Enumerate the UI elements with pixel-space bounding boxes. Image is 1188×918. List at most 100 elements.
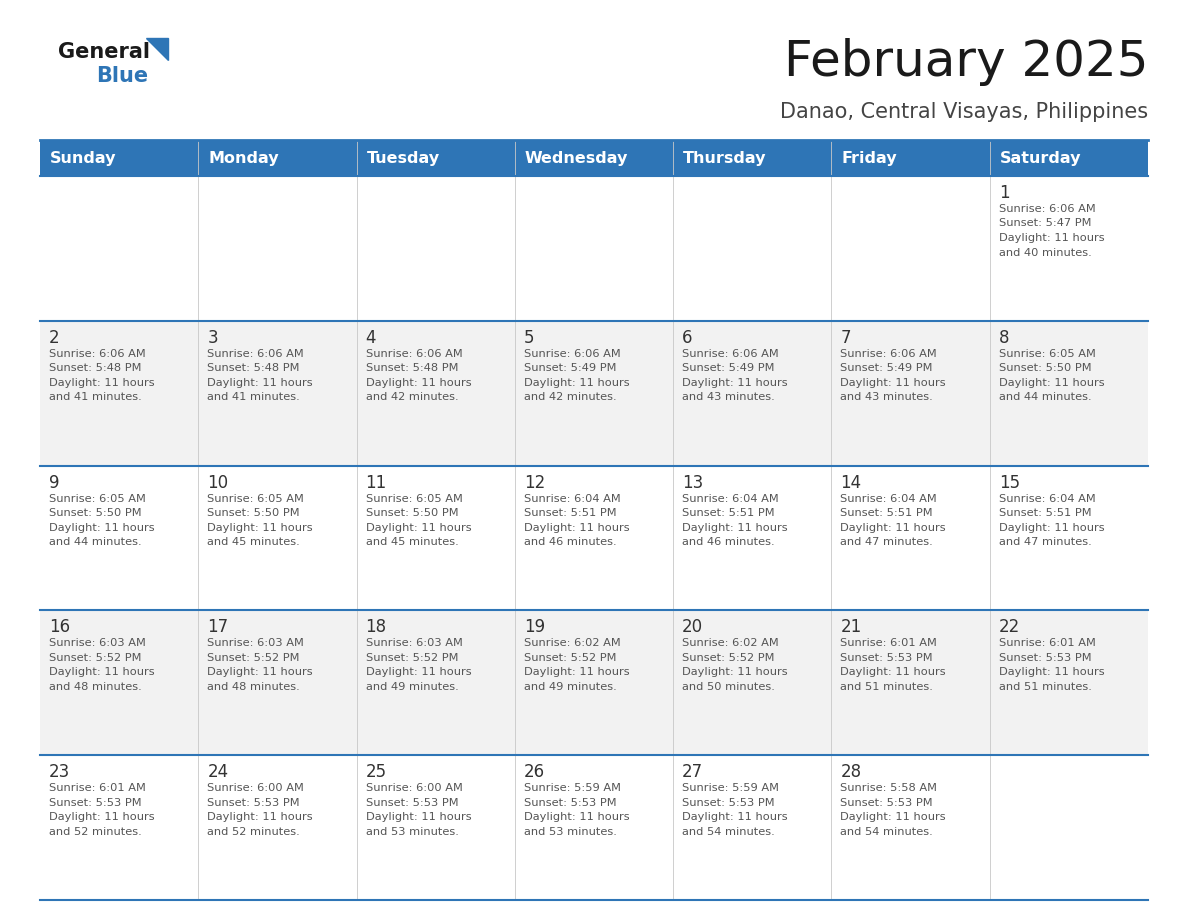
Bar xyxy=(990,610,1148,756)
Text: 19: 19 xyxy=(524,619,545,636)
Text: 18: 18 xyxy=(366,619,387,636)
Text: Wednesday: Wednesday xyxy=(525,151,628,165)
Text: Blue: Blue xyxy=(96,66,148,86)
Text: 13: 13 xyxy=(682,474,703,492)
Polygon shape xyxy=(146,38,168,60)
Bar xyxy=(356,756,514,900)
Text: 22: 22 xyxy=(999,619,1020,636)
Text: Sunrise: 6:06 AM: Sunrise: 6:06 AM xyxy=(682,349,779,359)
Text: Sunday: Sunday xyxy=(50,151,116,165)
Text: Daylight: 11 hours: Daylight: 11 hours xyxy=(999,667,1105,677)
Bar xyxy=(514,320,674,465)
Bar xyxy=(990,465,1148,610)
Text: Sunset: 5:52 PM: Sunset: 5:52 PM xyxy=(682,653,775,663)
Text: Sunset: 5:53 PM: Sunset: 5:53 PM xyxy=(366,798,459,808)
Bar xyxy=(990,140,1148,176)
Text: and 47 minutes.: and 47 minutes. xyxy=(999,537,1092,547)
Text: Sunset: 5:51 PM: Sunset: 5:51 PM xyxy=(999,508,1092,518)
Text: Sunset: 5:48 PM: Sunset: 5:48 PM xyxy=(207,364,299,374)
Text: 4: 4 xyxy=(366,329,377,347)
Bar xyxy=(198,176,356,320)
Text: and 43 minutes.: and 43 minutes. xyxy=(682,392,775,402)
Bar xyxy=(990,756,1148,900)
Text: 17: 17 xyxy=(207,619,228,636)
Text: Sunset: 5:53 PM: Sunset: 5:53 PM xyxy=(682,798,775,808)
Bar xyxy=(674,176,832,320)
Bar xyxy=(356,465,514,610)
Text: 10: 10 xyxy=(207,474,228,492)
Text: and 51 minutes.: and 51 minutes. xyxy=(840,682,934,692)
Text: February 2025: February 2025 xyxy=(784,38,1148,86)
Text: Sunrise: 6:06 AM: Sunrise: 6:06 AM xyxy=(840,349,937,359)
Text: and 52 minutes.: and 52 minutes. xyxy=(49,827,141,836)
Bar xyxy=(40,465,198,610)
Text: 24: 24 xyxy=(207,763,228,781)
Text: 26: 26 xyxy=(524,763,545,781)
Bar xyxy=(514,756,674,900)
Bar xyxy=(832,465,990,610)
Text: Sunset: 5:52 PM: Sunset: 5:52 PM xyxy=(366,653,459,663)
Text: Daylight: 11 hours: Daylight: 11 hours xyxy=(207,378,312,387)
Text: Sunrise: 6:06 AM: Sunrise: 6:06 AM xyxy=(366,349,462,359)
Text: Sunset: 5:49 PM: Sunset: 5:49 PM xyxy=(524,364,617,374)
Text: Sunrise: 6:06 AM: Sunrise: 6:06 AM xyxy=(524,349,620,359)
Text: and 51 minutes.: and 51 minutes. xyxy=(999,682,1092,692)
Text: and 46 minutes.: and 46 minutes. xyxy=(524,537,617,547)
Text: Daylight: 11 hours: Daylight: 11 hours xyxy=(682,522,788,532)
Text: Daylight: 11 hours: Daylight: 11 hours xyxy=(366,667,472,677)
Text: and 41 minutes.: and 41 minutes. xyxy=(49,392,141,402)
Text: and 52 minutes.: and 52 minutes. xyxy=(207,827,301,836)
Bar xyxy=(832,176,990,320)
Text: Sunrise: 6:03 AM: Sunrise: 6:03 AM xyxy=(207,638,304,648)
Text: Daylight: 11 hours: Daylight: 11 hours xyxy=(524,378,630,387)
Text: Daylight: 11 hours: Daylight: 11 hours xyxy=(49,522,154,532)
Bar xyxy=(832,756,990,900)
Text: Daylight: 11 hours: Daylight: 11 hours xyxy=(999,233,1105,243)
Text: Sunrise: 6:06 AM: Sunrise: 6:06 AM xyxy=(49,349,146,359)
Text: 23: 23 xyxy=(49,763,70,781)
Bar xyxy=(40,610,198,756)
Text: Sunset: 5:53 PM: Sunset: 5:53 PM xyxy=(524,798,617,808)
Text: Sunrise: 6:05 AM: Sunrise: 6:05 AM xyxy=(999,349,1095,359)
Text: Sunset: 5:50 PM: Sunset: 5:50 PM xyxy=(999,364,1092,374)
Bar xyxy=(40,320,198,465)
Text: Daylight: 11 hours: Daylight: 11 hours xyxy=(49,667,154,677)
Text: Sunset: 5:52 PM: Sunset: 5:52 PM xyxy=(49,653,141,663)
Text: Sunrise: 6:01 AM: Sunrise: 6:01 AM xyxy=(999,638,1095,648)
Text: Sunrise: 6:05 AM: Sunrise: 6:05 AM xyxy=(49,494,146,504)
Text: Sunrise: 6:04 AM: Sunrise: 6:04 AM xyxy=(840,494,937,504)
Text: Sunrise: 6:06 AM: Sunrise: 6:06 AM xyxy=(999,204,1095,214)
Text: 15: 15 xyxy=(999,474,1019,492)
Text: Daylight: 11 hours: Daylight: 11 hours xyxy=(524,522,630,532)
Text: Daylight: 11 hours: Daylight: 11 hours xyxy=(366,522,472,532)
Text: Sunrise: 6:05 AM: Sunrise: 6:05 AM xyxy=(207,494,304,504)
Text: Sunrise: 6:04 AM: Sunrise: 6:04 AM xyxy=(682,494,779,504)
Text: Sunset: 5:47 PM: Sunset: 5:47 PM xyxy=(999,218,1092,229)
Bar xyxy=(356,320,514,465)
Bar xyxy=(990,176,1148,320)
Text: Sunrise: 6:00 AM: Sunrise: 6:00 AM xyxy=(207,783,304,793)
Text: Sunset: 5:53 PM: Sunset: 5:53 PM xyxy=(840,653,933,663)
Text: Sunrise: 6:04 AM: Sunrise: 6:04 AM xyxy=(999,494,1095,504)
Text: Sunrise: 6:06 AM: Sunrise: 6:06 AM xyxy=(207,349,304,359)
Bar xyxy=(832,320,990,465)
Text: Sunset: 5:50 PM: Sunset: 5:50 PM xyxy=(49,508,141,518)
Bar xyxy=(674,465,832,610)
Text: 28: 28 xyxy=(840,763,861,781)
Text: and 41 minutes.: and 41 minutes. xyxy=(207,392,301,402)
Text: 1: 1 xyxy=(999,184,1010,202)
Bar xyxy=(356,610,514,756)
Text: Daylight: 11 hours: Daylight: 11 hours xyxy=(682,667,788,677)
Text: 12: 12 xyxy=(524,474,545,492)
Text: Sunset: 5:49 PM: Sunset: 5:49 PM xyxy=(682,364,775,374)
Bar xyxy=(674,756,832,900)
Bar xyxy=(40,756,198,900)
Text: and 47 minutes.: and 47 minutes. xyxy=(840,537,934,547)
Text: and 53 minutes.: and 53 minutes. xyxy=(524,827,617,836)
Text: and 48 minutes.: and 48 minutes. xyxy=(207,682,301,692)
Text: 27: 27 xyxy=(682,763,703,781)
Text: and 44 minutes.: and 44 minutes. xyxy=(999,392,1092,402)
Text: 9: 9 xyxy=(49,474,59,492)
Text: Sunrise: 6:01 AM: Sunrise: 6:01 AM xyxy=(49,783,146,793)
Text: Daylight: 11 hours: Daylight: 11 hours xyxy=(49,378,154,387)
